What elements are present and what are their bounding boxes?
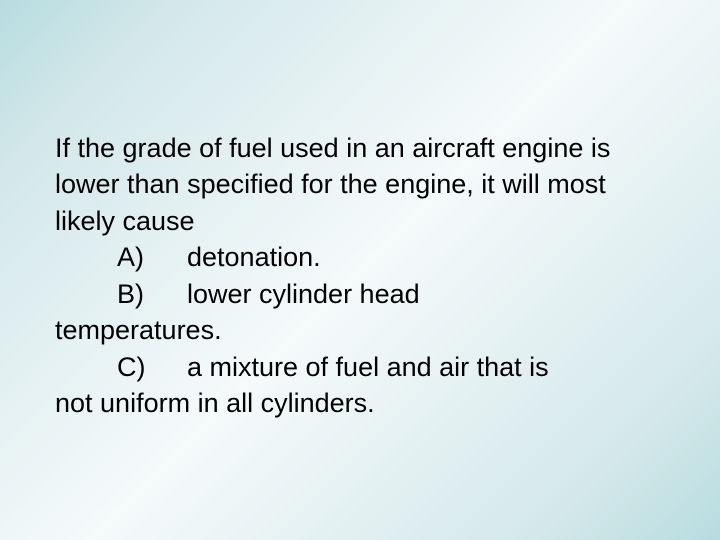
option-c-continuation: not uniform in all cylinders. <box>55 385 665 421</box>
option-c-label: C) <box>117 349 187 385</box>
option-b-continuation: temperatures. <box>55 312 665 348</box>
option-c-text: a mixture of fuel and air that is <box>187 352 549 382</box>
slide-container: If the grade of fuel used in an aircraft… <box>0 0 720 540</box>
question-stem: If the grade of fuel used in an aircraft… <box>55 130 665 239</box>
option-a-label: A) <box>117 239 187 275</box>
option-a-text: detonation. <box>187 242 321 272</box>
option-b-text: lower cylinder head <box>187 279 420 309</box>
option-b-label: B) <box>117 276 187 312</box>
option-a: A)detonation. <box>55 239 665 275</box>
option-c: C)a mixture of fuel and air that is <box>55 349 665 385</box>
option-b: B)lower cylinder head <box>55 276 665 312</box>
